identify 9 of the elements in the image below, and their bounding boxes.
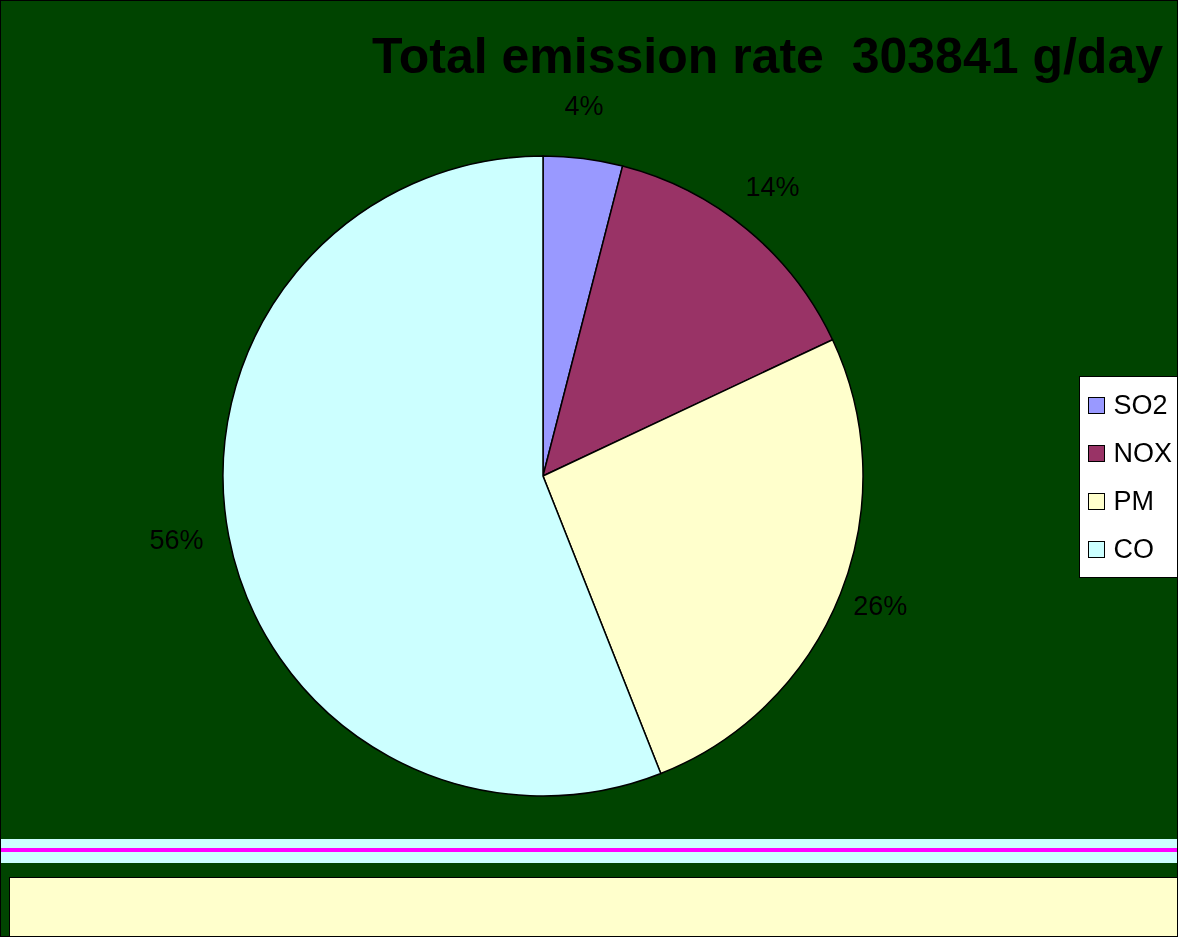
data-label: 14% (745, 172, 800, 203)
legend-label: PM (1113, 485, 1154, 517)
legend-label: NOX (1113, 437, 1172, 469)
legend-label: SO2 (1113, 389, 1168, 421)
data-label: 56% (149, 524, 204, 555)
chart-title: Total emission rate 303841 g/day (371, 27, 1163, 85)
data-label: 26% (853, 591, 908, 622)
data-label: 4% (564, 90, 604, 121)
legend-label: CO (1113, 533, 1154, 565)
